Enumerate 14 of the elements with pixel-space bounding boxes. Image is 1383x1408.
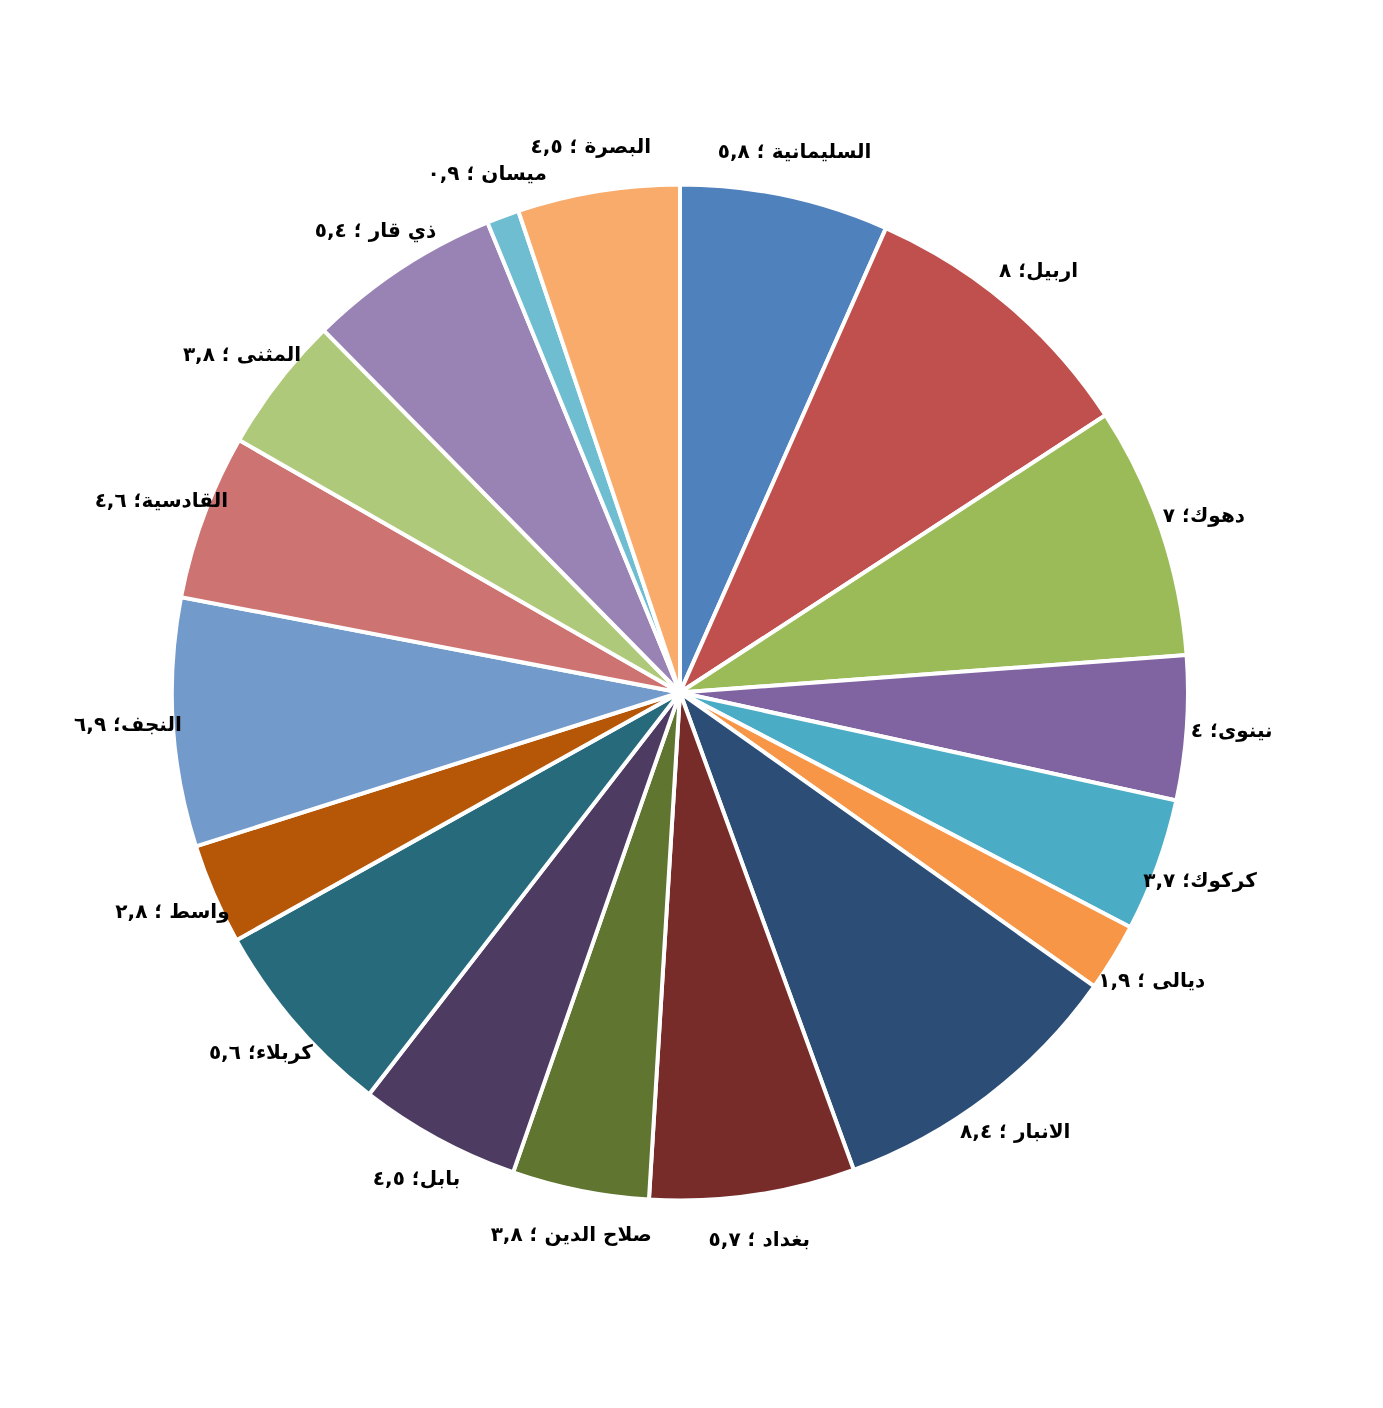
slice-label: بغداد ؛ ٥,٧ bbox=[708, 1226, 811, 1251]
slice-label: ديالى ؛ ١,٩ bbox=[1098, 967, 1206, 992]
slice-label: كربلاء؛ ٥,٦ bbox=[208, 1040, 314, 1065]
slice-label: صلاح الدين ؛ ٣,٨ bbox=[490, 1221, 652, 1246]
slice-label: ميسان ؛ ٠,٩ bbox=[427, 161, 547, 186]
slice-label: المثنى ؛ ٣,٨ bbox=[182, 341, 302, 366]
slice-label: السليمانية ؛ ٥,٨ bbox=[717, 138, 872, 163]
slice-label: الانبار ؛ ٨,٤ bbox=[960, 1119, 1071, 1144]
slice-label: اربيل؛ ٨ bbox=[998, 258, 1079, 283]
slice-label: ذي قار ؛ ٥,٤ bbox=[314, 217, 437, 243]
slice-label: البصرة ؛ ٤,٥ bbox=[530, 133, 652, 158]
slice-label: بابل؛ ٤,٥ bbox=[372, 1165, 461, 1190]
slice-label: نينوى؛ ٤ bbox=[1190, 718, 1273, 743]
slice-label: دهوك؛ ٧ bbox=[1162, 502, 1246, 527]
